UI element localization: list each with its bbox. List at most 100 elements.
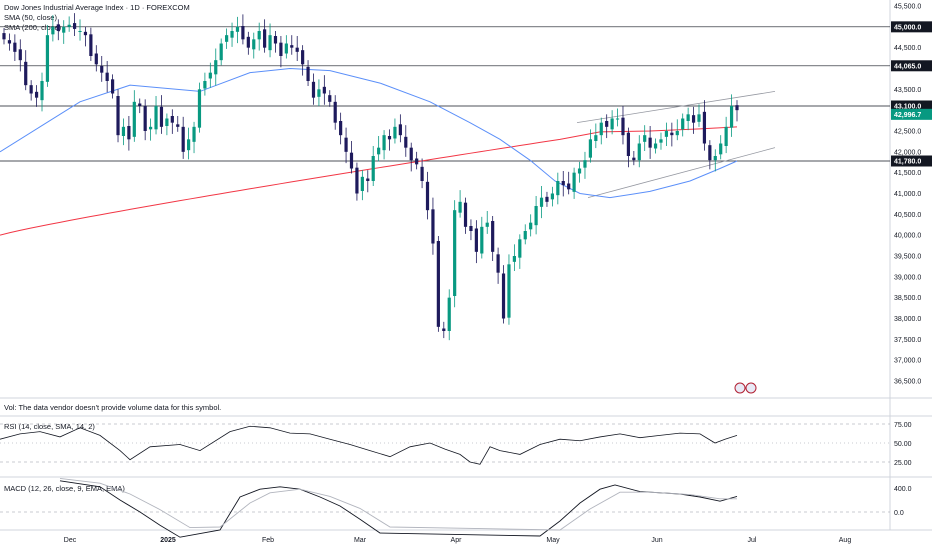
candle-body — [577, 168, 582, 174]
candle-body — [463, 202, 468, 227]
candle-body — [436, 241, 440, 327]
candle-body — [165, 118, 169, 126]
channel-lower-line — [587, 147, 776, 199]
price-axis-label: 45,500.0 — [894, 4, 921, 11]
candle-body — [681, 118, 685, 130]
time-axis-label: Dec — [64, 537, 77, 544]
candle-body — [377, 147, 381, 155]
candle-body — [729, 106, 734, 128]
candle-body — [453, 210, 457, 296]
candle-body — [605, 121, 609, 127]
candle-body — [610, 118, 614, 130]
macd-line — [59, 480, 738, 538]
rsi-legend[interactable]: RSI (14, close, SMA, 14, 2) — [4, 422, 95, 431]
candle-body — [469, 226, 473, 231]
price-label-box — [891, 155, 932, 167]
sma200-line — [0, 126, 738, 236]
candle-body — [138, 103, 142, 106]
candle-body — [311, 81, 316, 98]
candle-body — [539, 197, 544, 207]
candle-body — [534, 206, 538, 226]
candle-body — [632, 157, 636, 161]
candle-body — [550, 193, 554, 200]
candle-body — [273, 36, 278, 44]
time-axis-label: Apr — [451, 537, 463, 544]
candle-body — [72, 23, 77, 29]
candle-body — [442, 328, 446, 331]
candle-body — [241, 26, 245, 40]
candle-body — [480, 226, 484, 254]
price-axis-label: 43,100.0 — [894, 104, 921, 111]
time-axis-label: Jun — [651, 537, 662, 544]
candle-body — [398, 124, 402, 136]
candle-body — [154, 106, 158, 130]
candle-body — [328, 95, 332, 102]
candle-body — [518, 239, 522, 258]
legend-sma50[interactable]: SMA (50, close) — [4, 13, 57, 22]
price-axis-label: 41,780.0 — [894, 159, 921, 166]
candle-body — [24, 61, 28, 86]
candle-body — [306, 66, 310, 81]
candle-body — [425, 181, 430, 211]
candle-body — [670, 132, 674, 136]
candle-body — [643, 135, 647, 142]
candle-body — [349, 152, 354, 169]
price-label-box — [891, 108, 932, 120]
candle-body — [170, 116, 174, 123]
candle-body — [116, 96, 120, 136]
candle-body — [176, 124, 180, 127]
candle-body — [279, 42, 283, 56]
candle-body — [181, 126, 185, 152]
price-axis-label: 37,500.0 — [894, 337, 921, 344]
candle-body — [219, 43, 223, 61]
candle-body — [344, 137, 348, 152]
rsi-line — [0, 425, 738, 465]
candle-body — [691, 115, 696, 123]
macd-legend[interactable]: MACD (12, 26, close, 9, EMA, EMA) — [4, 484, 125, 493]
us-flag-icon — [745, 382, 757, 394]
candle-body — [110, 79, 115, 94]
candle-body — [664, 131, 669, 137]
candle-body — [594, 135, 598, 141]
candle-body — [143, 106, 147, 131]
candle-body — [366, 178, 370, 181]
price-axis-label: 44,065.0 — [894, 63, 921, 70]
candle-body — [409, 147, 413, 161]
candle-body — [13, 42, 17, 52]
candle-body — [67, 24, 71, 27]
candle-body — [78, 31, 82, 32]
candle-body — [45, 35, 50, 82]
time-axis-label: Aug — [839, 537, 852, 544]
candle-body — [529, 222, 533, 230]
price-axis-label: 40,000.0 — [894, 233, 921, 240]
candle-body — [317, 89, 321, 97]
candle-body — [501, 273, 506, 319]
candle-body — [686, 114, 690, 121]
rsi-axis-label: 25.00 — [894, 460, 912, 467]
time-axis-label: May — [546, 537, 560, 544]
candle-body — [637, 143, 641, 161]
candle-body — [724, 126, 728, 146]
candle-body — [735, 105, 739, 111]
price-axis-label: 39,500.0 — [894, 254, 921, 261]
candle-body — [225, 35, 229, 42]
candle-body — [567, 183, 571, 190]
macd-axis-label: 0.0 — [894, 510, 904, 517]
candle-body — [29, 85, 33, 94]
candle-body — [34, 91, 39, 98]
candle-body — [512, 256, 516, 262]
candle-body — [404, 136, 408, 148]
candle-body — [132, 101, 136, 137]
candle-body — [268, 35, 272, 51]
candle-body — [561, 181, 565, 186]
candle-body — [290, 45, 294, 48]
price-axis-label: 39,000.0 — [894, 274, 921, 281]
candle-body — [333, 101, 337, 123]
candle-body — [420, 166, 424, 181]
candle-body — [507, 264, 511, 318]
price-axis-label: 41,000.0 — [894, 191, 921, 198]
legend-sma200[interactable]: SMA (200, close) — [4, 23, 62, 32]
candle-body — [83, 31, 88, 36]
candle-body — [235, 26, 240, 32]
